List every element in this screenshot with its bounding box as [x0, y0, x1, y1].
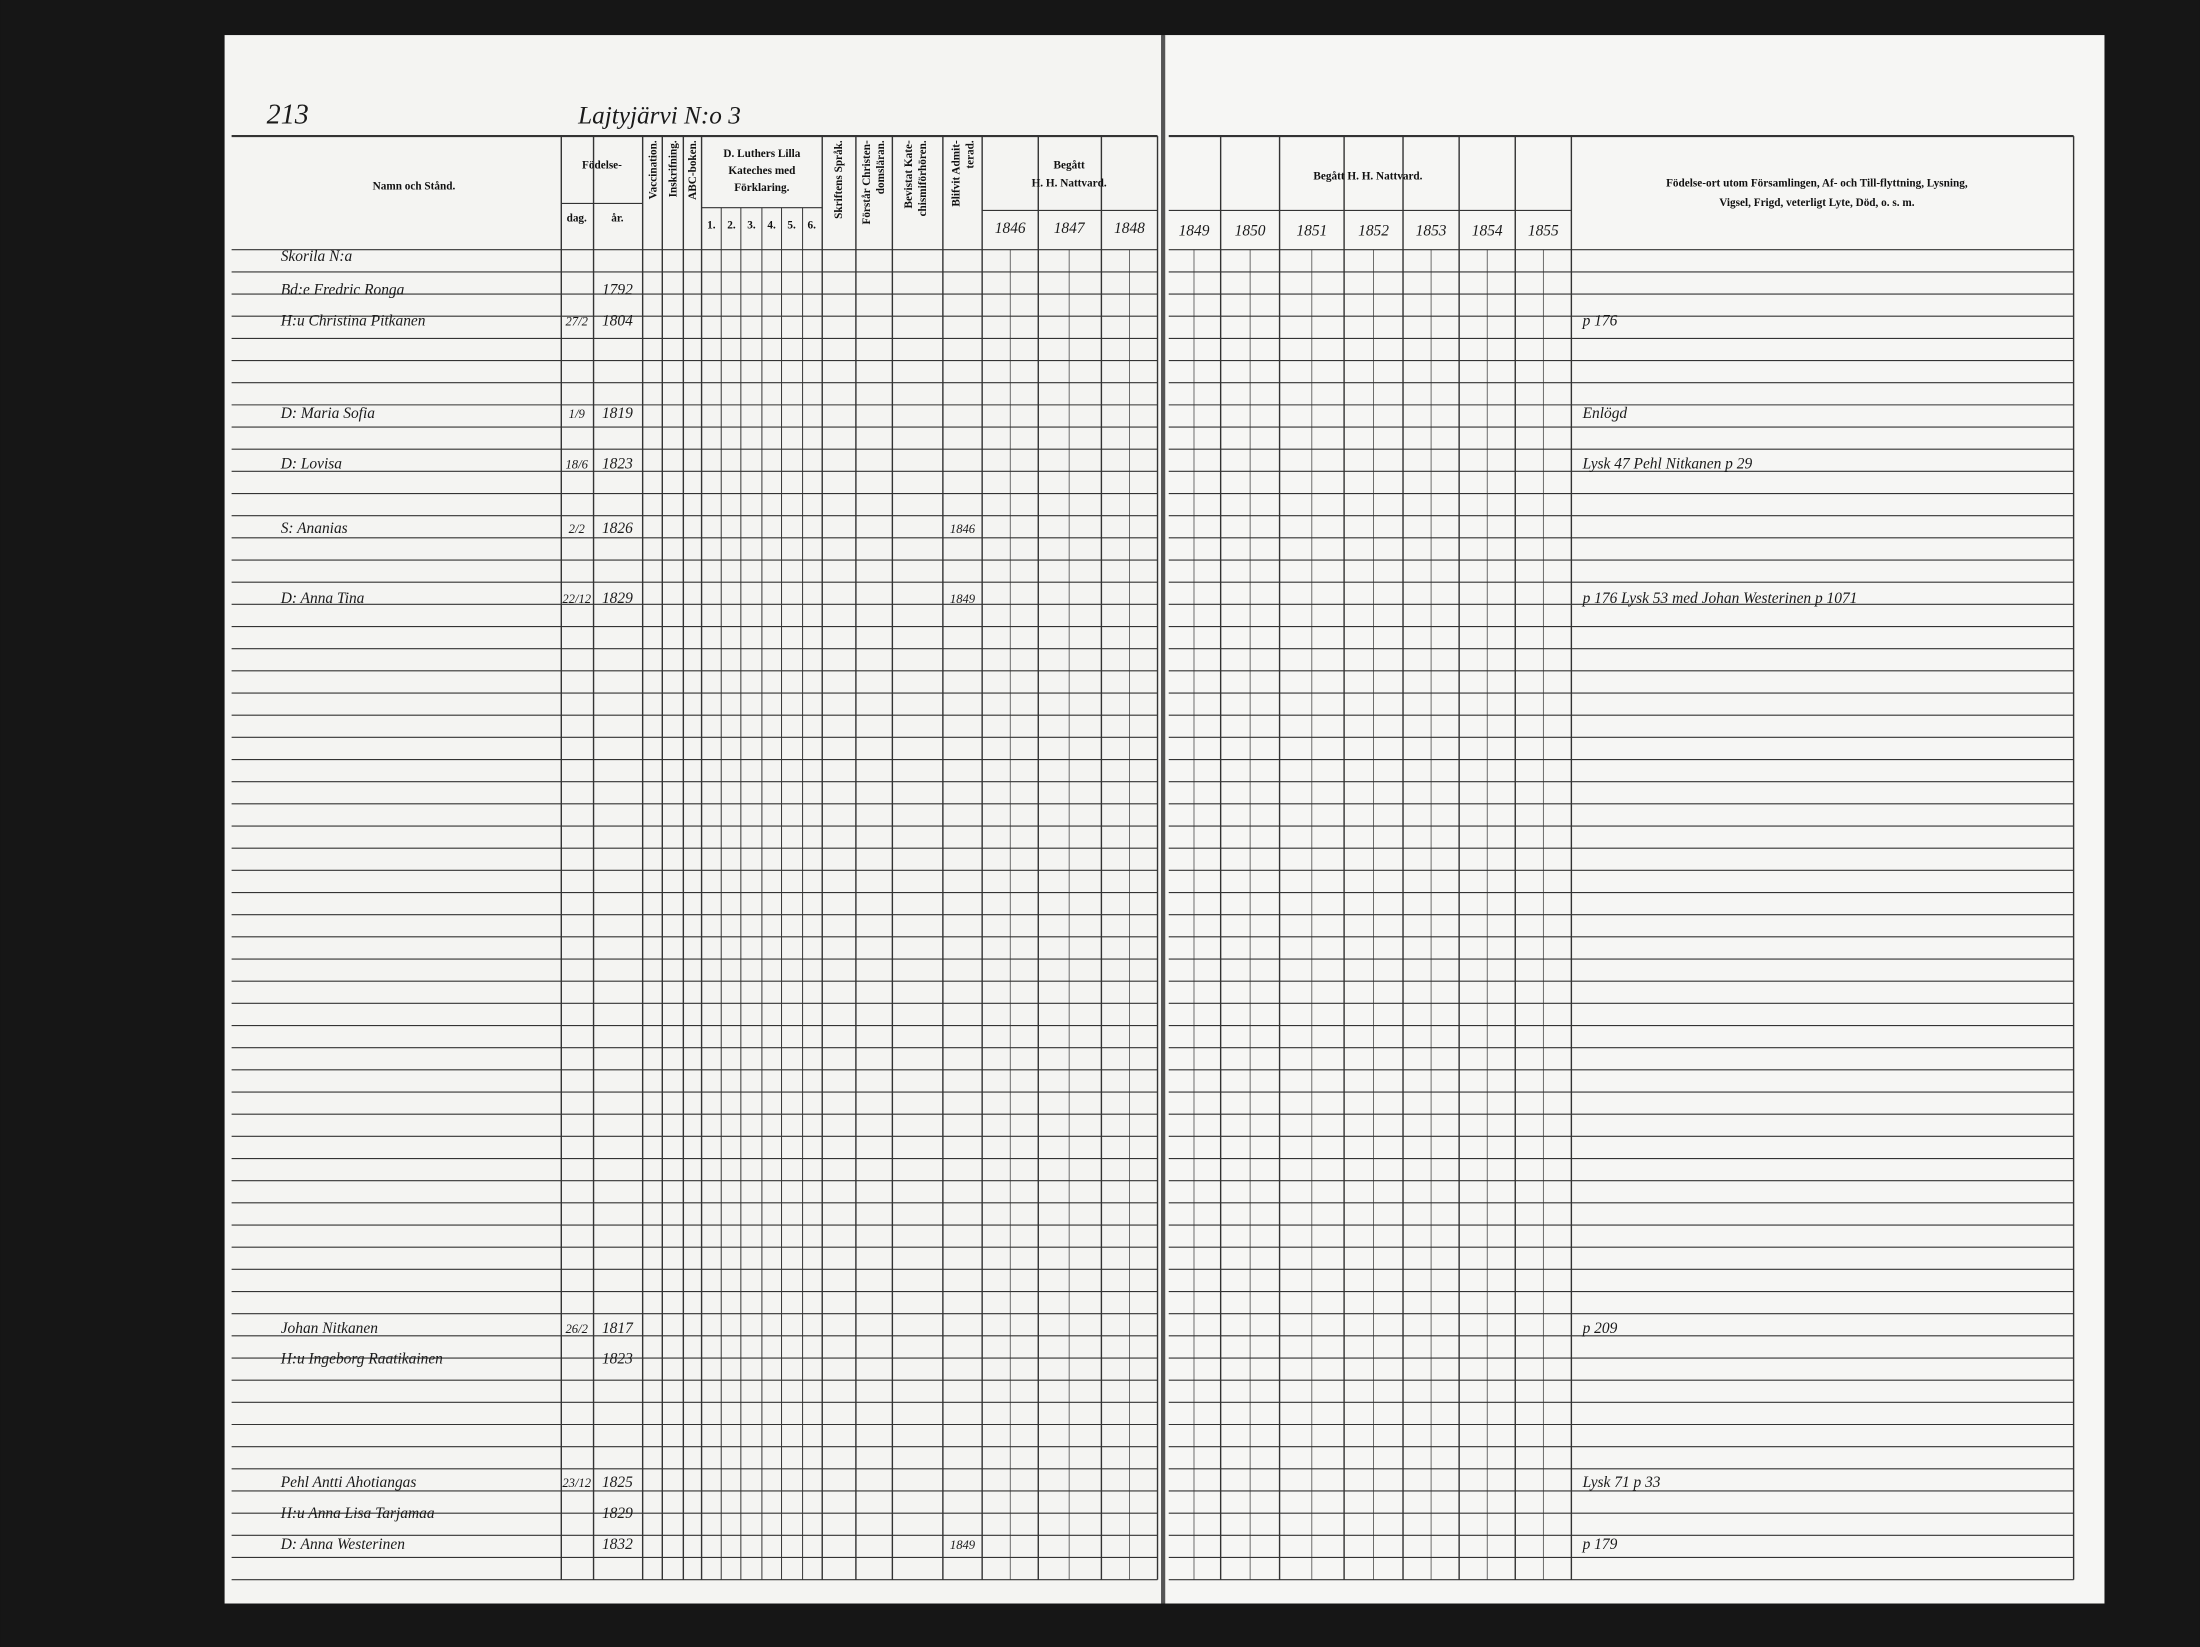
header-year-col: 1854 — [1472, 223, 1503, 240]
header-vaccination: Vaccination. — [648, 140, 660, 199]
entry-day: 2/2 — [569, 522, 586, 536]
header-communion-right: Begått H. H. Nattvard. — [1313, 171, 1422, 183]
entry-year: 1832 — [602, 1536, 633, 1553]
entry-name: Bd:e Fredric Ronga — [281, 282, 405, 299]
entry-name: D: Lovisa — [280, 456, 343, 473]
header-year-col: 1852 — [1358, 223, 1389, 240]
right-page — [1164, 35, 2105, 1604]
header-admitted: terad. — [965, 140, 977, 169]
header-year: år. — [611, 213, 624, 225]
header-remarks: Födelse-ort utom Församlingen, Af- och T… — [1666, 178, 1968, 190]
entry-year: 1804 — [602, 312, 633, 329]
entry-year: 1825 — [602, 1474, 633, 1491]
entry-admitted: 1849 — [950, 592, 976, 606]
register-title: Lajtyjärvi N:o 3 — [577, 101, 741, 129]
entry-note: p 179 — [1582, 1536, 1618, 1553]
entry-day: 1/9 — [569, 407, 586, 421]
entry-admitted: 1849 — [950, 1538, 976, 1552]
entry-day: 22/12 — [562, 592, 591, 606]
entry-day: 23/12 — [562, 1476, 591, 1490]
texts: 213 Lajtyjärvi N:o 3 Namn och Stånd. Födels… — [267, 99, 1968, 1552]
header-catechism-part: 3. — [747, 220, 756, 232]
left-page — [224, 35, 1162, 1604]
entry-year: 1826 — [602, 520, 633, 537]
entry-name: S: Ananias — [281, 520, 348, 537]
header-communion: H. H. Nattvard. — [1032, 178, 1107, 190]
entry-year: 1829 — [602, 1505, 633, 1522]
header-day: dag. — [567, 213, 587, 225]
entry-name: H:u Ingeborg Raatikainen — [280, 1351, 443, 1368]
header-understands: domsläran. — [875, 140, 887, 194]
header-year-col: 1855 — [1528, 223, 1559, 240]
header-year-col: 1851 — [1296, 223, 1327, 240]
entry-name: Pehl Antti Ahotiangas — [280, 1474, 417, 1491]
entry-name: H:u Anna Lisa Tarjamaa — [280, 1505, 435, 1522]
header-attended: Bevistat Kate- — [903, 140, 915, 208]
entry-note: p 176 — [1582, 312, 1618, 329]
entry-note: p 176 Lysk 53 med Johan Westerinen p 107… — [1582, 590, 1858, 607]
entry-admitted: 1846 — [950, 522, 976, 536]
header-understands: Förstår Christen- — [861, 140, 873, 224]
header-enrolment: Inskrifning. — [667, 140, 679, 197]
header-abc: ABC-boken. — [687, 140, 699, 200]
entry-year: 1823 — [602, 1351, 633, 1368]
entry-note: Enlögd — [1582, 405, 1628, 422]
header-year-col: 1849 — [1179, 223, 1210, 240]
entry-year: 1823 — [602, 456, 633, 473]
header-year-col: 1850 — [1235, 223, 1266, 240]
entry-name: D: Anna Tina — [280, 590, 365, 607]
header-attended: chismiförhören. — [917, 140, 929, 216]
header-remarks: Vigsel, Frigd, veterligt Lyte, Död, o. s… — [1719, 197, 1914, 209]
entry-day: 18/6 — [566, 458, 589, 472]
header-catechism: D. Luthers Lilla — [723, 148, 800, 160]
entry-year: 1817 — [602, 1320, 634, 1337]
entry-day: 27/2 — [566, 314, 589, 328]
entry-year: 1792 — [602, 282, 633, 299]
header-catechism-part: 2. — [727, 220, 736, 232]
header-catechism-part: 6. — [807, 220, 816, 232]
entry-name: Johan Nitkanen — [281, 1320, 379, 1337]
page-number: 213 — [267, 99, 309, 130]
header-admitted: Blifvit Admit- — [951, 140, 963, 207]
entry-year: 1819 — [602, 405, 633, 422]
header-year-col: 1846 — [995, 220, 1026, 237]
header-name: Namn och Stånd. — [373, 180, 456, 192]
entry-name: H:u Christina Pitkanen — [280, 312, 426, 329]
header-birth: Födelse- — [582, 159, 622, 171]
header-year-col: 1853 — [1416, 223, 1447, 240]
header-catechism-part: 4. — [767, 220, 776, 232]
header-scripture: Skriftens Språk. — [833, 140, 845, 219]
entry-year: 1829 — [602, 590, 633, 607]
entry-note: Lysk 47 Pehl Nitkanen p 29 — [1582, 456, 1753, 473]
household: Skorila N:a — [281, 248, 353, 265]
header-catechism: Förklaring. — [734, 182, 789, 194]
entry-note: p 209 — [1582, 1320, 1618, 1337]
header-communion: Begått — [1054, 159, 1085, 171]
header-catechism: Kateches med — [728, 165, 796, 177]
header-catechism-part: 5. — [787, 220, 796, 232]
entry-note: Lysk 71 p 33 — [1582, 1474, 1661, 1491]
header-year-col: 1848 — [1114, 220, 1145, 237]
header-catechism-part: 1. — [707, 220, 716, 232]
entry-name: D: Maria Sofia — [280, 405, 376, 422]
entry-day: 26/2 — [566, 1322, 589, 1336]
ruling — [231, 135, 2075, 1581]
entry-name: D: Anna Westerinen — [280, 1536, 406, 1553]
header-year-col: 1847 — [1054, 220, 1086, 237]
